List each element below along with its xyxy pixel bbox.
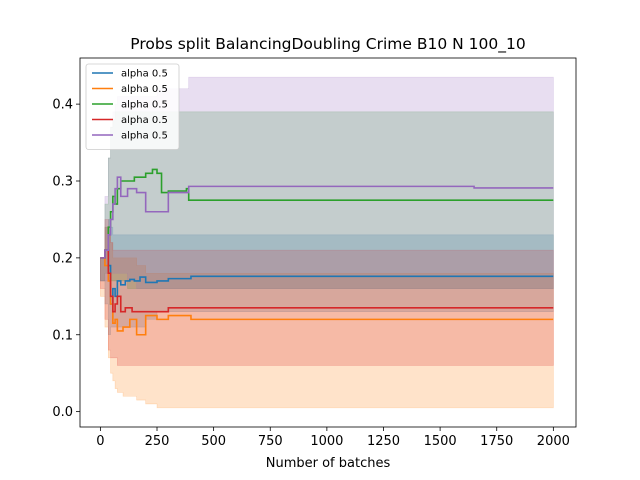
legend-entry: alpha 0.5 [121,84,168,95]
x-axis: 0 250 500 750 1000 1250 1500 1750 2000 [96,427,570,449]
y-tick-label: 0.1 [52,328,73,343]
legend-entry: alpha 0.5 [121,100,168,111]
x-axis-label: Number of batches [266,456,391,471]
line-series-3 [100,168,554,259]
legend-entry: alpha 0.5 [121,115,168,126]
x-tick-label: 0 [96,434,104,449]
x-tick-label: 1250 [367,434,400,449]
chart-title: Probs split BalancingDoubling Crime B10 … [130,35,525,54]
line-series-4 [100,249,554,313]
y-axis: 0.0 0.1 0.2 0.3 0.4 [52,98,80,420]
x-tick-label: 750 [258,434,283,449]
confidence-bands [100,76,554,409]
legend-entry: alpha 0.5 [121,69,168,80]
legend: alpha 0.5 alpha 0.5 alpha 0.5 alpha 0.5 alph… [85,63,180,150]
legend-entry: alpha 0.5 [121,131,168,142]
y-tick-label: 0.0 [52,405,73,420]
x-tick-label: 500 [201,434,226,449]
band-series-2 [100,226,554,409]
x-tick-label: 1500 [424,434,457,449]
x-tick-label: 2000 [537,434,570,449]
band-series-4 [100,219,554,366]
legend-box [85,63,180,150]
y-tick-label: 0.4 [52,98,73,113]
plot-frame [79,57,577,428]
y-tick-label: 0.3 [52,175,73,190]
line-series-5 [100,176,554,259]
x-tick-label: 1000 [310,434,343,449]
x-tick-label: 250 [145,434,170,449]
x-tick-label: 1750 [480,434,513,449]
series-lines [100,168,554,336]
y-tick-label: 0.2 [52,251,73,266]
